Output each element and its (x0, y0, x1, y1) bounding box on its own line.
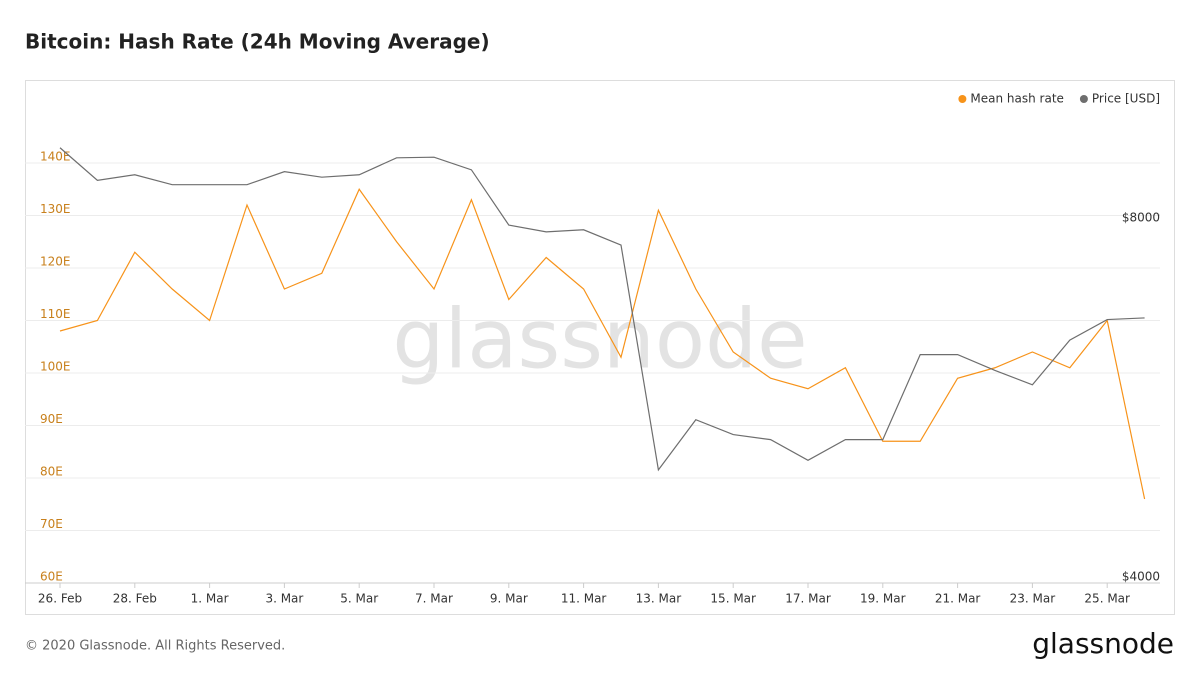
x-tick-label: 25. Mar (1084, 592, 1130, 606)
x-tick-label: 13. Mar (636, 592, 682, 606)
x-tick-label: 21. Mar (935, 592, 981, 606)
series-line (59, 147, 1145, 472)
x-tick-label: 28. Feb (113, 592, 157, 606)
chart-title: Bitcoin: Hash Rate (24h Moving Average) (25, 30, 490, 54)
y-tick-label: 120E (40, 255, 71, 269)
x-tick-label: 19. Mar (860, 592, 906, 606)
x-tick-label: 23. Mar (1010, 592, 1056, 606)
y-tick-label: 90E (40, 412, 63, 426)
y2-tick-label: $4000 (1122, 570, 1160, 584)
y-tick-label: 80E (40, 465, 63, 479)
y-tick-label: 110E (40, 307, 71, 321)
y-tick-label: 60E (40, 570, 63, 584)
x-tick-label: 11. Mar (561, 592, 607, 606)
footer: © 2020 Glassnode. All Rights Reserved. (25, 639, 285, 654)
x-tick-label: 15. Mar (710, 592, 756, 606)
series-line (59, 188, 1146, 500)
x-tick-label: 1. Mar (191, 592, 229, 606)
y2-tick-label: $8000 (1122, 210, 1160, 224)
legend-marker (958, 95, 967, 103)
x-tick-label: 3. Mar (265, 592, 303, 606)
x-tick-label: 26. Feb (38, 592, 82, 606)
y-tick-label: 70E (40, 517, 63, 531)
legend-label: Mean hash rate (970, 92, 1064, 106)
chart-frame (25, 80, 1175, 615)
logo: glassnode (1032, 627, 1174, 660)
watermark: glassnode (392, 292, 807, 387)
y-tick-label: 140E (40, 150, 71, 164)
legend-marker (1079, 95, 1088, 103)
x-tick-label: 7. Mar (415, 592, 453, 606)
x-tick-label: 17. Mar (785, 592, 831, 606)
y-tick-label: 100E (40, 360, 71, 374)
y-tick-label: 130E (40, 202, 71, 216)
x-tick-label: 9. Mar (490, 592, 528, 606)
legend-label: Price [USD] (1092, 92, 1160, 106)
x-tick-label: 5. Mar (340, 592, 378, 606)
